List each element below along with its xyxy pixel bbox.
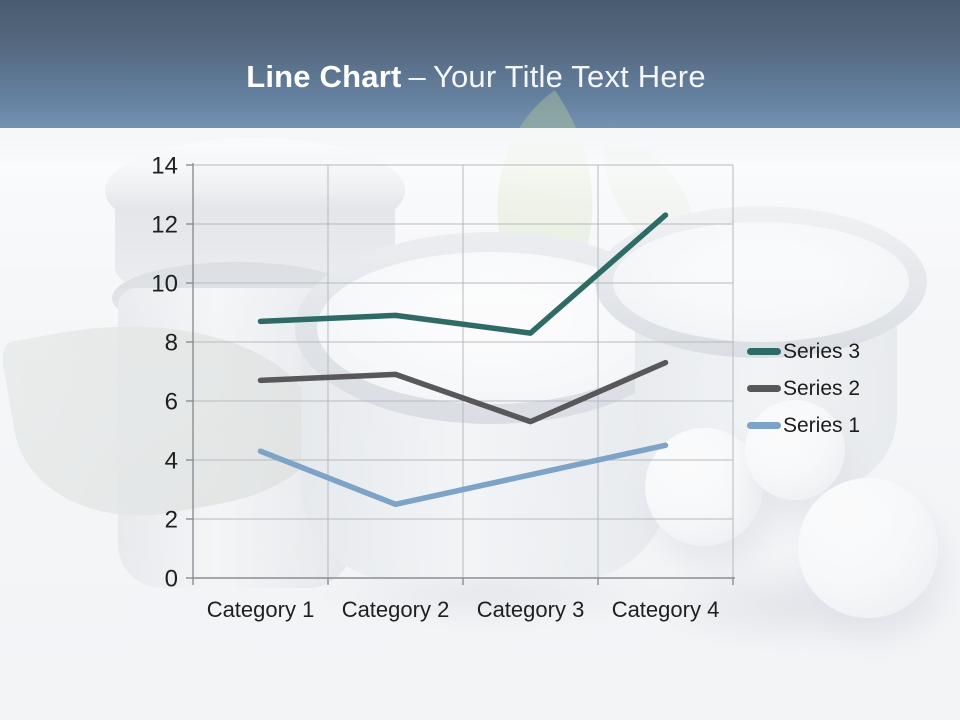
legend-label: Series 1 [783,413,861,437]
x-axis-label: Category 2 [342,597,450,622]
y-axis-label: 12 [151,211,178,238]
legend-label: Series 2 [783,376,861,400]
slide-title: Line Chart – Your Title Text Here [0,59,952,95]
legend-line-marker [747,348,781,355]
y-axis-label: 2 [165,506,178,533]
x-axis-label: Category 3 [477,597,585,622]
y-axis-label: 4 [165,447,178,474]
legend-entry-series-1: Series 1 [747,407,860,444]
title-bold-text: Line Chart [246,59,402,94]
y-axis-label: 0 [165,565,178,592]
legend-line-marker [747,422,781,429]
y-axis-label: 10 [151,270,178,297]
title-regular-text: Your Title Text Here [432,59,706,94]
legend-line-marker [747,385,781,392]
white-wash-overlay [0,128,960,720]
x-axis-label: Category 4 [612,597,720,622]
header-band [0,0,960,129]
y-axis-label: 8 [165,329,178,356]
y-axis-label: 6 [165,388,178,415]
y-axis-label: 14 [151,152,178,179]
title-dash: – [408,59,426,94]
series-line-series-3 [257,212,669,336]
legend-entry-series-3: Series 3 [747,333,860,370]
legend-label: Series 3 [783,339,861,363]
chart-legend: Series 3 Series 2 Series 1 [747,333,860,444]
series-line-series-1 [257,442,669,508]
legend-entry-series-2: Series 2 [747,370,860,407]
series-line-series-2 [257,359,669,425]
x-axis-label: Category 1 [207,597,315,622]
